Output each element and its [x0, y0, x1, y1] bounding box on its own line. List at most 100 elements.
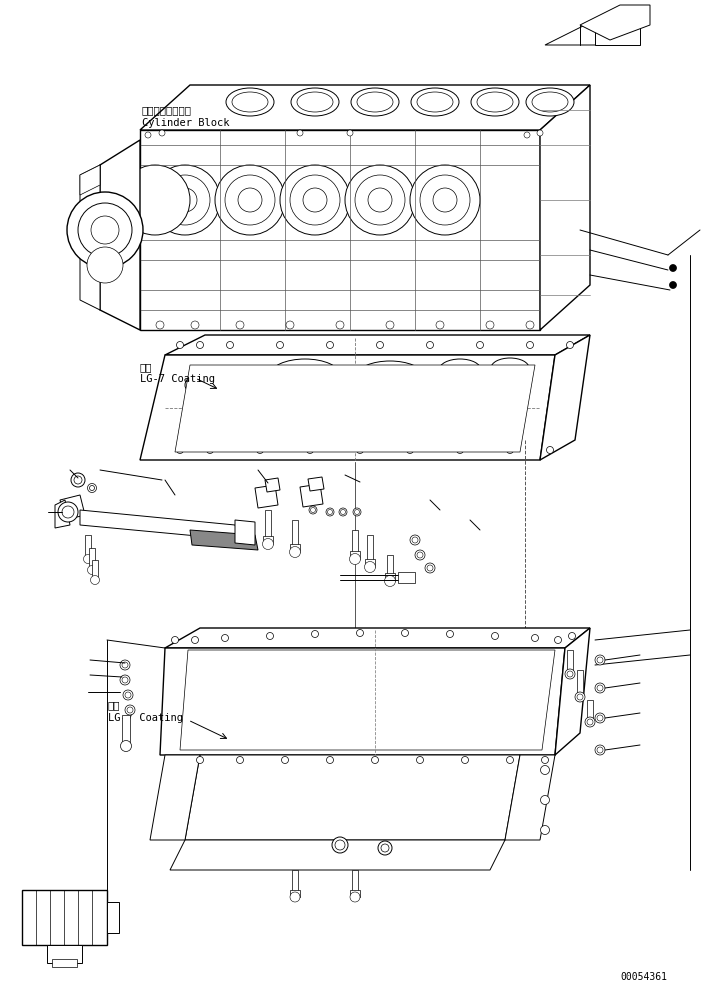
- Ellipse shape: [532, 92, 568, 112]
- Ellipse shape: [351, 88, 399, 116]
- Circle shape: [227, 342, 233, 349]
- Polygon shape: [580, 5, 650, 40]
- Circle shape: [595, 683, 605, 693]
- Polygon shape: [265, 478, 280, 492]
- Text: Cylinder Block: Cylinder Block: [142, 118, 230, 128]
- Polygon shape: [80, 510, 240, 540]
- Circle shape: [402, 630, 408, 637]
- Circle shape: [225, 175, 275, 225]
- Circle shape: [120, 675, 130, 685]
- Circle shape: [125, 692, 131, 698]
- Circle shape: [303, 188, 327, 212]
- Circle shape: [407, 446, 413, 454]
- Text: LG-7 Coating: LG-7 Coating: [108, 713, 183, 723]
- Polygon shape: [80, 165, 100, 310]
- Circle shape: [541, 796, 549, 804]
- Circle shape: [433, 188, 457, 212]
- Polygon shape: [292, 870, 298, 892]
- Circle shape: [386, 321, 394, 329]
- Circle shape: [91, 576, 99, 584]
- Circle shape: [236, 756, 243, 764]
- Circle shape: [417, 552, 423, 558]
- Polygon shape: [308, 477, 324, 491]
- Polygon shape: [190, 530, 258, 550]
- Circle shape: [122, 662, 128, 668]
- Circle shape: [263, 538, 274, 550]
- Circle shape: [597, 685, 603, 691]
- Polygon shape: [540, 335, 590, 460]
- Polygon shape: [352, 530, 358, 555]
- Circle shape: [427, 565, 433, 571]
- Circle shape: [410, 535, 420, 545]
- Polygon shape: [55, 500, 70, 528]
- Ellipse shape: [185, 399, 255, 431]
- Polygon shape: [577, 670, 583, 695]
- Circle shape: [74, 476, 82, 484]
- Polygon shape: [52, 959, 77, 967]
- Polygon shape: [92, 560, 98, 578]
- Polygon shape: [540, 85, 590, 330]
- Circle shape: [569, 633, 575, 640]
- Circle shape: [71, 473, 85, 487]
- Circle shape: [266, 633, 274, 640]
- Circle shape: [336, 321, 344, 329]
- Circle shape: [350, 892, 360, 902]
- Polygon shape: [595, 20, 640, 45]
- Circle shape: [364, 562, 376, 572]
- Circle shape: [84, 554, 92, 564]
- Circle shape: [415, 550, 425, 560]
- Ellipse shape: [358, 361, 423, 389]
- Circle shape: [446, 631, 454, 638]
- Circle shape: [326, 508, 334, 516]
- Circle shape: [326, 756, 333, 764]
- Circle shape: [554, 637, 562, 644]
- Circle shape: [410, 165, 480, 235]
- Circle shape: [120, 740, 132, 752]
- Polygon shape: [555, 628, 590, 755]
- Circle shape: [670, 282, 677, 288]
- Circle shape: [412, 537, 418, 543]
- Circle shape: [125, 705, 135, 715]
- Circle shape: [341, 510, 346, 514]
- Circle shape: [339, 508, 347, 516]
- Polygon shape: [80, 165, 100, 195]
- Polygon shape: [292, 520, 298, 548]
- Polygon shape: [89, 548, 95, 568]
- Circle shape: [541, 826, 549, 834]
- Circle shape: [506, 756, 513, 764]
- Circle shape: [78, 203, 132, 257]
- Circle shape: [347, 130, 353, 136]
- Circle shape: [462, 756, 469, 764]
- Circle shape: [425, 563, 435, 573]
- Circle shape: [597, 747, 603, 753]
- Polygon shape: [85, 535, 91, 557]
- Circle shape: [541, 766, 549, 774]
- Polygon shape: [180, 650, 555, 750]
- Circle shape: [356, 446, 364, 454]
- Circle shape: [426, 342, 433, 349]
- Ellipse shape: [291, 88, 339, 116]
- Circle shape: [565, 669, 575, 679]
- Polygon shape: [100, 140, 140, 330]
- Circle shape: [290, 175, 340, 225]
- Circle shape: [310, 508, 315, 512]
- Circle shape: [307, 446, 313, 454]
- Polygon shape: [140, 85, 590, 130]
- Circle shape: [416, 756, 423, 764]
- Circle shape: [88, 484, 96, 492]
- Circle shape: [215, 165, 285, 235]
- Polygon shape: [352, 870, 358, 892]
- Circle shape: [236, 321, 244, 329]
- Polygon shape: [505, 755, 555, 840]
- Polygon shape: [160, 648, 565, 755]
- Polygon shape: [387, 555, 393, 577]
- Circle shape: [197, 342, 204, 349]
- Circle shape: [120, 660, 130, 670]
- Text: シリンダブロック: シリンダブロック: [142, 105, 192, 115]
- Polygon shape: [545, 20, 640, 45]
- Polygon shape: [22, 890, 107, 945]
- Circle shape: [176, 342, 184, 349]
- Circle shape: [377, 342, 384, 349]
- Circle shape: [222, 635, 228, 642]
- Circle shape: [120, 165, 190, 235]
